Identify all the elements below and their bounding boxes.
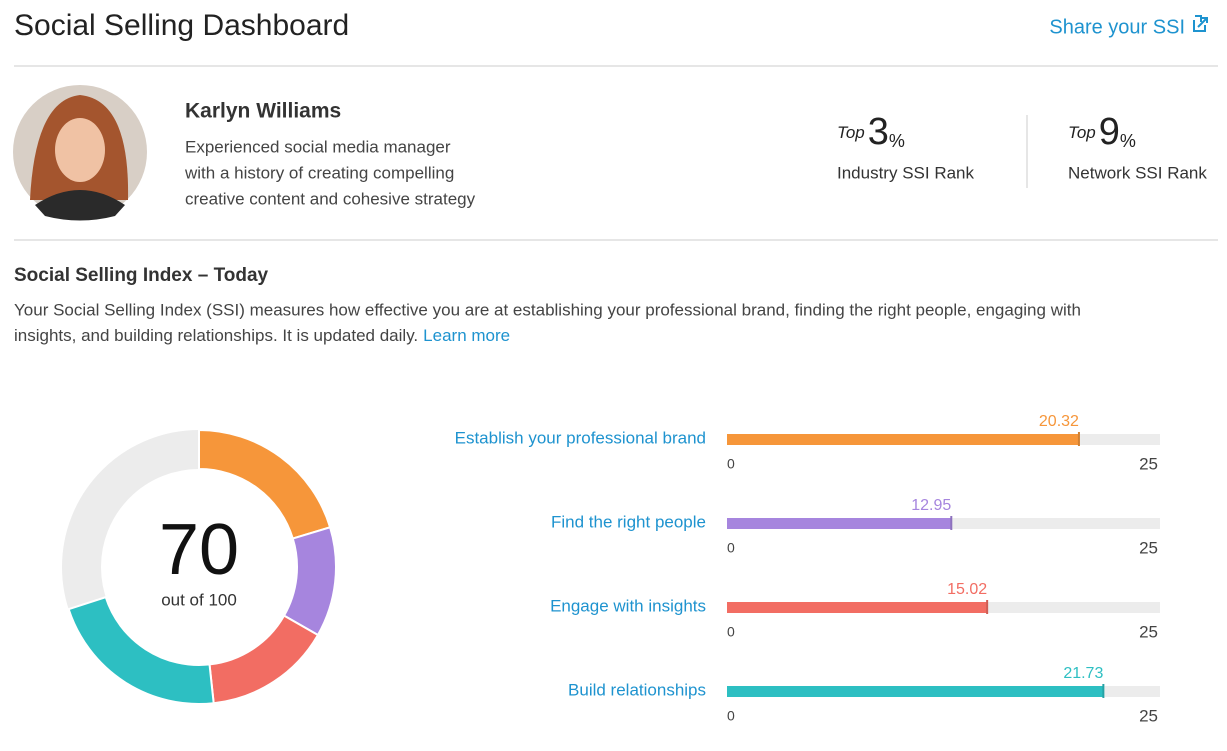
rank-value: Top9% <box>1068 111 1136 153</box>
profile-bio: creative content and cohesive strategy <box>185 189 476 208</box>
value-label: 20.32 <box>1039 413 1079 430</box>
donut-segment <box>282 526 337 637</box>
share-link[interactable]: Share your SSI <box>1049 16 1185 38</box>
pillar-label[interactable]: Establish your professional brand <box>455 428 706 447</box>
x-tick-label: 25 <box>1139 454 1158 473</box>
rank-number: 3 <box>868 111 889 153</box>
x-tick-label: 0 <box>727 456 735 472</box>
value-label: 15.02 <box>947 581 987 598</box>
x-tick-label: 25 <box>1139 538 1158 557</box>
value-label: 12.95 <box>911 497 951 514</box>
description: Your Social Selling Index (SSI) measures… <box>14 300 1081 319</box>
score: 70 <box>159 510 239 590</box>
bar <box>727 518 952 529</box>
rank-number: 9 <box>1099 111 1120 153</box>
profile-bio: with a history of creating compelling <box>184 163 454 182</box>
description: insights, and building relationships. It… <box>14 326 510 345</box>
x-tick-label: 0 <box>727 540 735 556</box>
x-tick-label: 25 <box>1139 622 1158 641</box>
rank-unit: % <box>889 131 905 151</box>
score-scale: out of 100 <box>161 590 237 609</box>
x-tick-label: 25 <box>1139 706 1158 725</box>
rank-prefix: Top <box>837 123 865 142</box>
profile-bio: Experienced social media manager <box>185 137 451 156</box>
rank-label: Network SSI Rank <box>1068 163 1207 182</box>
section-title: Social Selling Index – Today <box>14 265 269 286</box>
page-title: Social Selling Dashboard <box>14 9 349 42</box>
avatar <box>13 85 147 221</box>
rank-unit: % <box>1120 131 1136 151</box>
donut-segment <box>208 614 320 705</box>
pillar-label[interactable]: Build relationships <box>568 680 706 699</box>
profile-name: Karlyn Williams <box>185 100 341 123</box>
bar <box>727 602 988 613</box>
rank-value: Top3% <box>837 111 905 153</box>
external-icon <box>1193 15 1208 32</box>
bar <box>727 686 1104 697</box>
x-tick-label: 0 <box>727 624 735 640</box>
rank-prefix: Top <box>1068 123 1096 142</box>
rank-label: Industry SSI Rank <box>837 163 975 182</box>
pillar-label[interactable]: Find the right people <box>551 512 706 531</box>
description: insights, and building relationships. It… <box>14 326 418 345</box>
pillar-label[interactable]: Engage with insights <box>550 596 706 615</box>
x-tick-label: 0 <box>727 708 735 724</box>
learn-more-link[interactable]: Learn more <box>423 326 510 345</box>
bar <box>727 434 1079 445</box>
value-label: 21.73 <box>1063 665 1103 682</box>
donut-segment <box>67 595 215 705</box>
